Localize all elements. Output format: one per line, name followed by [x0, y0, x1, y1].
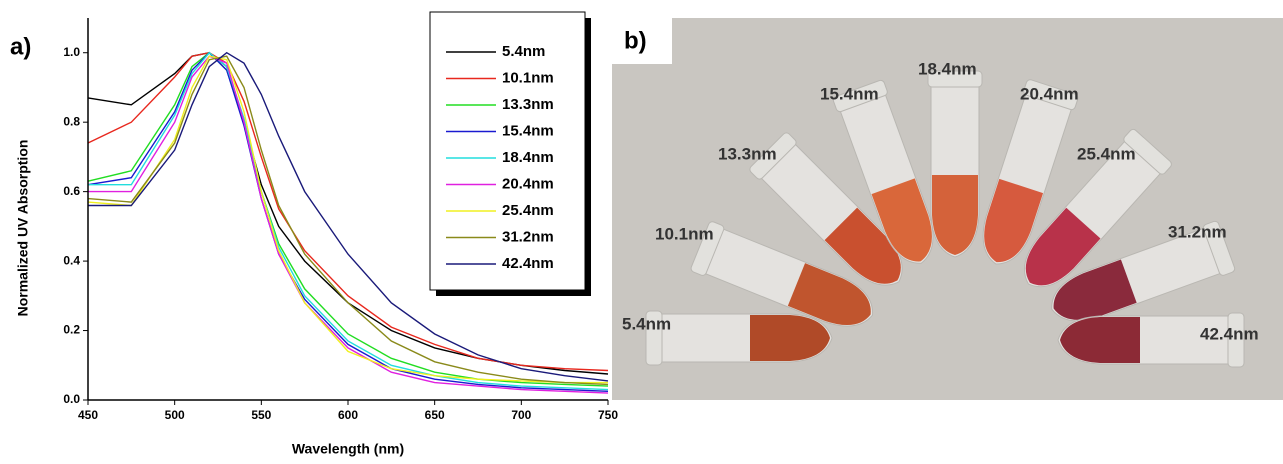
tube-label: 31.2nm — [1168, 222, 1227, 241]
tube-label: 10.1nm — [655, 224, 714, 243]
x-axis-label: Wavelength (nm) — [292, 441, 404, 457]
legend-label: 10.1nm — [502, 69, 554, 86]
tube-label: 20.4nm — [1020, 84, 1079, 103]
tube-label: 15.4nm — [820, 84, 879, 103]
panel-label: a) — [10, 33, 31, 60]
legend-label: 42.4nm — [502, 255, 554, 272]
x-tick-label: 600 — [338, 408, 358, 422]
tube-label: 18.4nm — [918, 59, 977, 78]
tube — [646, 311, 832, 365]
y-tick-label: 1.0 — [63, 45, 80, 59]
x-tick-label: 500 — [165, 408, 185, 422]
legend-label: 18.4nm — [502, 149, 554, 166]
legend-label: 20.4nm — [502, 175, 554, 192]
x-tick-label: 650 — [425, 408, 445, 422]
legend-label: 13.3nm — [502, 96, 554, 113]
tube-label: 13.3nm — [718, 144, 777, 163]
tube — [928, 71, 982, 257]
tube-label: 5.4nm — [622, 314, 671, 333]
legend-label: 31.2nm — [502, 228, 554, 245]
legend-label: 15.4nm — [502, 122, 554, 139]
x-tick-label: 750 — [598, 408, 618, 422]
legend-label: 5.4nm — [502, 43, 545, 60]
tube-label: 25.4nm — [1077, 144, 1136, 163]
tube-label: 42.4nm — [1200, 324, 1259, 343]
legend-label: 25.4nm — [502, 202, 554, 219]
y-axis-label: Normalized UV Absorption — [15, 140, 31, 317]
panel-label: b) — [624, 27, 647, 54]
y-tick-label: 0.4 — [63, 253, 80, 267]
x-tick-label: 550 — [251, 408, 271, 422]
y-tick-label: 0.8 — [63, 114, 80, 128]
x-tick-label: 700 — [511, 408, 531, 422]
x-tick-label: 450 — [78, 408, 98, 422]
y-tick-label: 0.6 — [63, 184, 80, 198]
figure: b) a) Wavelength (nm) Normalized UV Abso… — [0, 0, 1283, 464]
y-tick-label: 0.2 — [63, 323, 80, 337]
y-tick-label: 0.0 — [63, 392, 80, 406]
